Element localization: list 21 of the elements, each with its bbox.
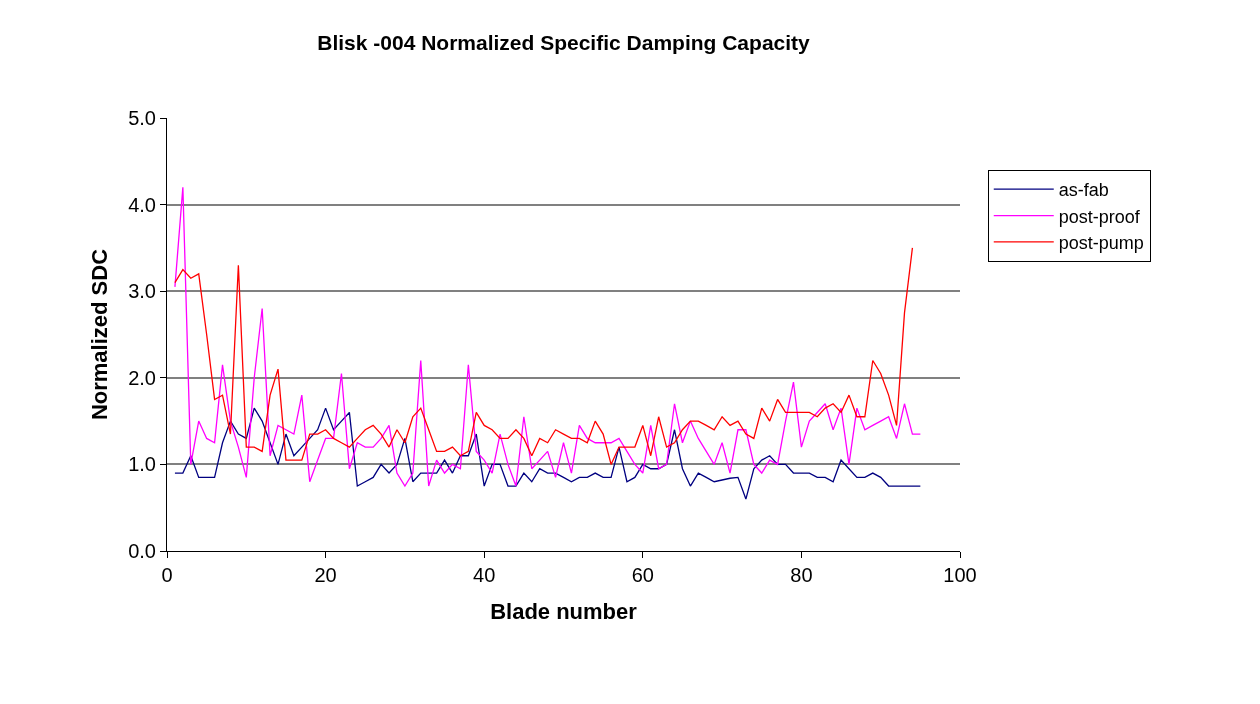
legend-label: post-pump [1058, 232, 1144, 253]
x-tick-label: 60 [631, 564, 654, 586]
y-tick-label: 3.0 [128, 280, 156, 303]
y-tick-label: 5.0 [128, 107, 156, 129]
x-axis-title: Blade number [490, 598, 638, 624]
line-series [174, 247, 914, 466]
x-tick-label: 20 [314, 564, 337, 586]
legend-label: as-fab [1058, 180, 1109, 201]
legend-label: post-proof [1058, 206, 1141, 227]
y-tick-label: 4.0 [128, 193, 156, 216]
x-tick-label: 0 [161, 564, 173, 586]
y-tick-label: 0.0 [128, 540, 156, 562]
x-tick-label: 80 [790, 564, 813, 586]
y-tick-label: 1.0 [128, 453, 156, 476]
y-tick-label: 2.0 [128, 366, 156, 389]
line-series [174, 407, 921, 500]
chart-title: Blisk -004 Normalized Specific Damping Capacity [317, 30, 811, 54]
x-tick-label: 40 [473, 564, 496, 586]
line-series [174, 186, 921, 487]
x-tick-label: 100 [943, 564, 977, 586]
y-axis-title: Normalized SDC [86, 248, 112, 421]
